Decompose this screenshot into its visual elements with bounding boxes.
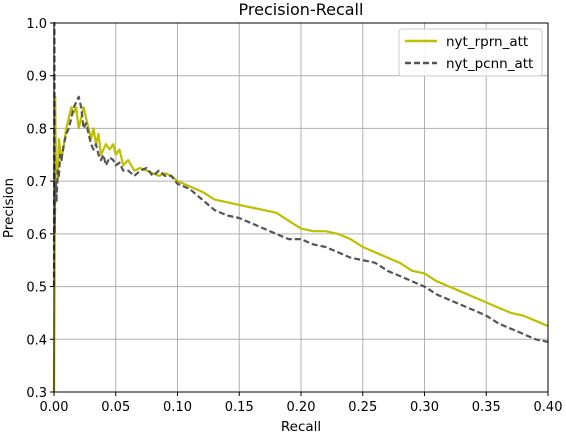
y-tick-label: 0.4 — [26, 333, 47, 348]
legend-label-nyt-pcnn-att: nyt_pcnn_att — [446, 56, 533, 72]
x-tick-label: 0.20 — [287, 400, 316, 415]
x-tick-label: 0.25 — [348, 400, 377, 415]
chart-title: Precision-Recall — [239, 0, 364, 19]
x-tick-label: 0.00 — [40, 400, 69, 415]
legend: nyt_rprn_att nyt_pcnn_att — [398, 28, 543, 77]
x-tick-label: 0.05 — [101, 400, 130, 415]
y-tick-label: 0.6 — [26, 228, 47, 243]
x-tick-label: 0.15 — [225, 400, 254, 415]
y-axis-title: Precision — [1, 178, 17, 238]
x-tick-label: 0.35 — [472, 400, 501, 415]
x-tick-label: 0.10 — [163, 400, 192, 415]
series-layer — [52, 21, 549, 393]
y-tick-label: 0.8 — [26, 122, 47, 137]
y-tick-label: 0.5 — [26, 281, 47, 296]
legend-label-nyt-rprn-att: nyt_rprn_att — [446, 34, 528, 50]
series-line-nyt-pcnn-att — [52, 21, 549, 343]
x-tick-label: 0.30 — [410, 400, 439, 415]
tick-layer: 0.00 0.05 0.10 0.15 0.20 0.25 0.30 0.35 0.40 0.3 0… — [26, 17, 562, 415]
y-tick-label: 0.7 — [26, 175, 47, 190]
x-axis-title: Recall — [281, 419, 321, 435]
y-tick-label: 0.9 — [26, 70, 47, 85]
grid-layer — [53, 22, 549, 393]
y-tick-label: 0.3 — [26, 386, 47, 401]
y-tick-label: 1.0 — [26, 17, 47, 32]
x-tick-label: 0.40 — [534, 400, 563, 415]
